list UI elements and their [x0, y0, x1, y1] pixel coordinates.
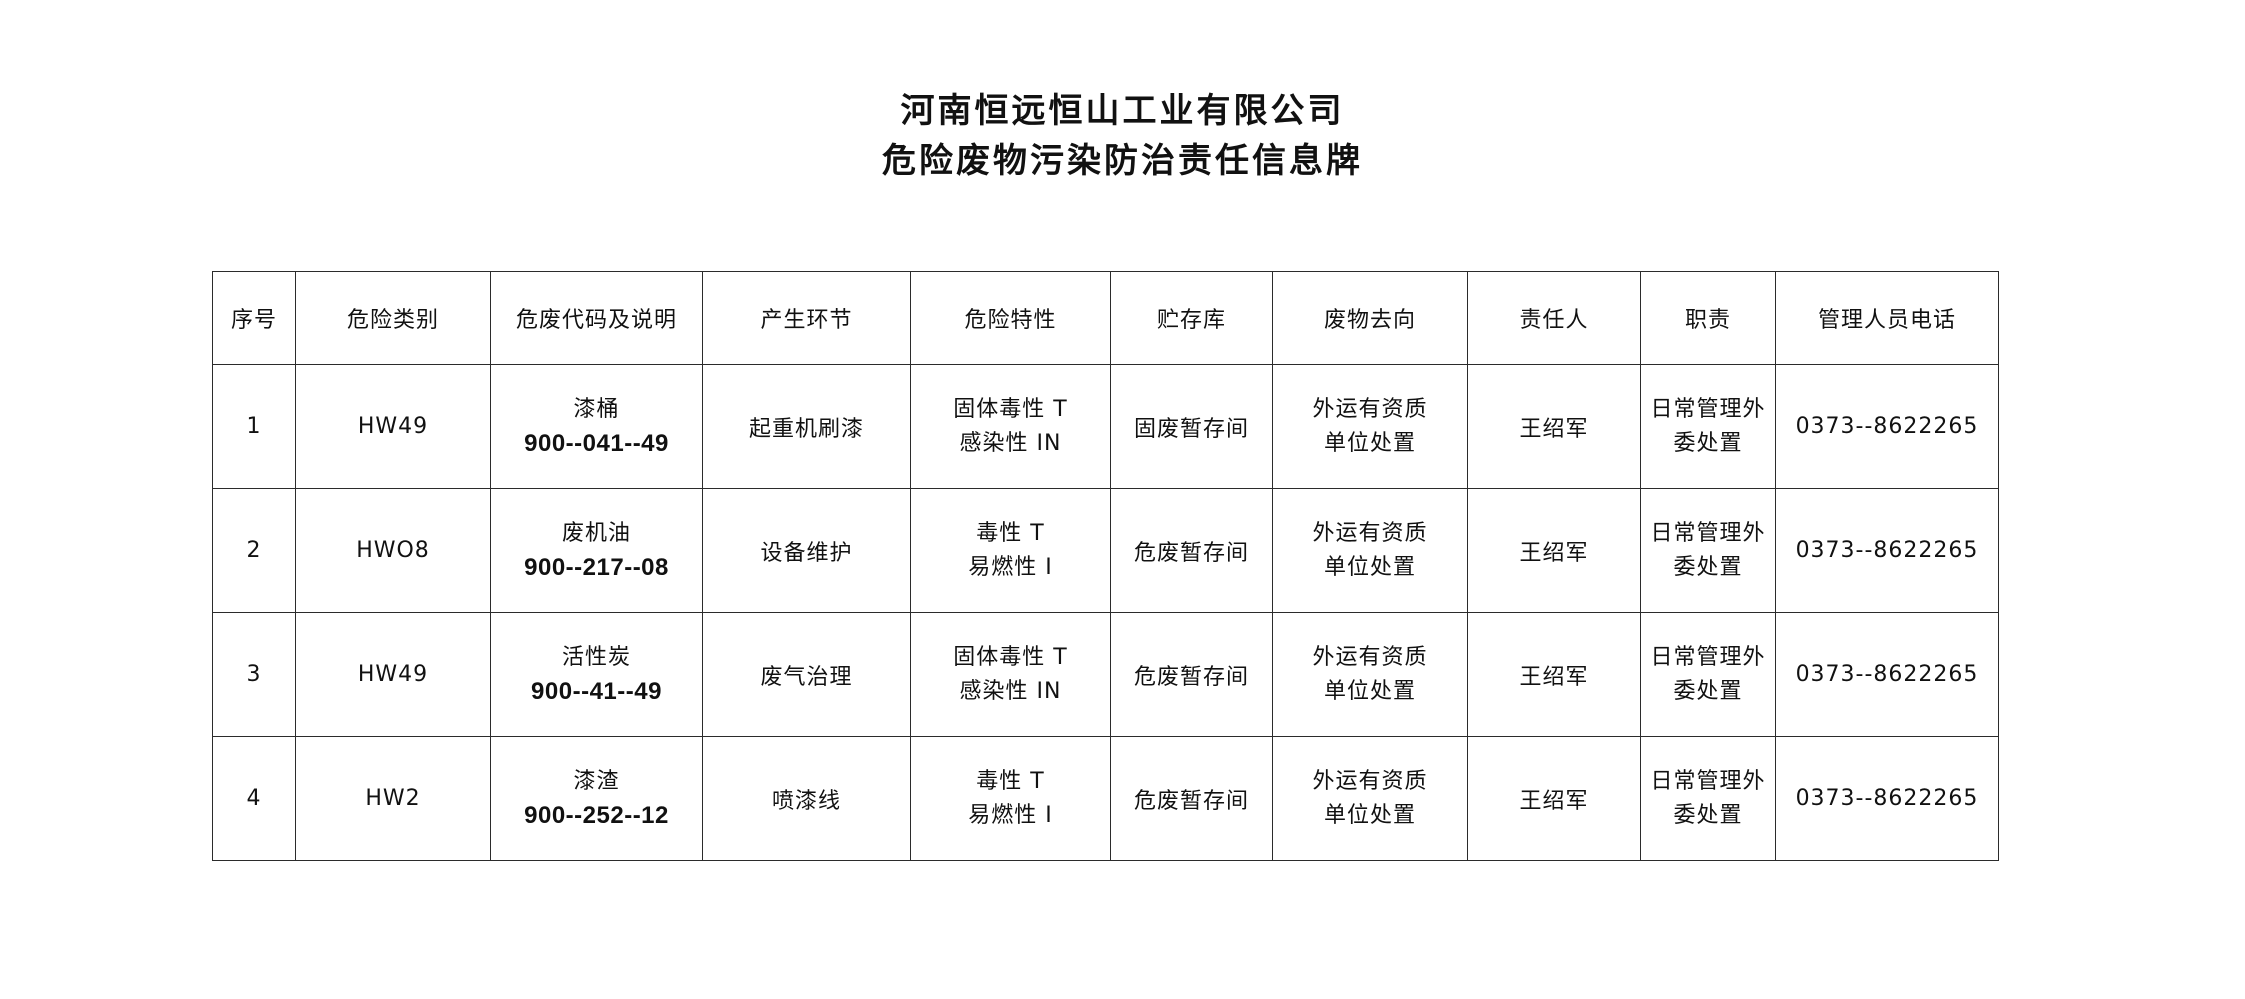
duty-line-1: 日常管理外 [1650, 768, 1766, 794]
cell-responsible-person: 王绍军 [1467, 364, 1641, 489]
table-row: 2 HWO8 废机油 900--217--08 设备维护 毒性 T 易燃性 I [212, 488, 1999, 613]
destination-line-1: 外运有资质 [1312, 644, 1428, 670]
table-row: 4 HW2 漆渣 900--252--12 喷漆线 毒性 T 易燃性 I [212, 736, 1999, 861]
cell-index: 3 [212, 612, 296, 737]
cell-responsible-person: 王绍军 [1467, 612, 1641, 737]
cell-stage: 设备维护 [702, 488, 911, 613]
cell-stage: 喷漆线 [702, 736, 911, 861]
cell-destination: 外运有资质 单位处置 [1272, 736, 1468, 861]
header-storage: 贮存库 [1110, 271, 1273, 365]
header-duty: 职责 [1640, 271, 1776, 365]
cell-manager-phone: 0373--8622265 [1775, 736, 1999, 861]
cell-duty: 日常管理外 委处置 [1640, 488, 1776, 613]
cell-stage: 废气治理 [702, 612, 911, 737]
waste-code-number: 900--41--49 [531, 677, 662, 705]
hazard-line-1: 毒性 T [976, 768, 1045, 794]
cell-destination: 外运有资质 单位处置 [1272, 488, 1468, 613]
cell-category: HW2 [295, 736, 491, 861]
board-subject-line: 危险废物污染防治责任信息牌 [882, 141, 1363, 181]
cell-hazard-property: 毒性 T 易燃性 I [910, 488, 1111, 613]
cell-duty: 日常管理外 委处置 [1640, 364, 1776, 489]
cell-index: 1 [212, 364, 296, 489]
cell-index: 2 [212, 488, 296, 613]
waste-code-name: 活性炭 [561, 644, 631, 670]
cell-hazard-property: 固体毒性 T 感染性 IN [910, 612, 1111, 737]
table-row: 1 HW49 漆桶 900--041--49 起重机刷漆 固体毒性 T 感染性 … [212, 364, 1999, 489]
cell-waste-code: 漆渣 900--252--12 [490, 736, 703, 861]
hazardous-waste-table: 序号 危险类别 危废代码及说明 产生环节 危险特性 贮存库 废物去向 责任人 职… [212, 271, 1999, 861]
cell-storage: 固废暂存间 [1110, 364, 1273, 489]
cell-duty: 日常管理外 委处置 [1640, 612, 1776, 737]
cell-waste-code: 活性炭 900--41--49 [490, 612, 703, 737]
header-index: 序号 [212, 271, 296, 365]
hazard-line-2: 感染性 IN [959, 430, 1062, 456]
header-waste-code: 危废代码及说明 [490, 271, 703, 365]
hazard-line-1: 固体毒性 T [953, 396, 1068, 422]
waste-code-number: 900--041--49 [524, 429, 669, 457]
waste-code-number: 900--252--12 [524, 801, 669, 829]
cell-storage: 危废暂存间 [1110, 488, 1273, 613]
cell-manager-phone: 0373--8622265 [1775, 612, 1999, 737]
waste-code-name: 废机油 [561, 520, 631, 546]
cell-storage: 危废暂存间 [1110, 736, 1273, 861]
hazard-line-2: 易燃性 I [968, 802, 1053, 828]
destination-line-1: 外运有资质 [1312, 396, 1428, 422]
duty-line-2: 委处置 [1673, 430, 1743, 456]
company-name-line: 河南恒远恒山工业有限公司 [900, 91, 1345, 131]
duty-line-2: 委处置 [1673, 678, 1743, 704]
hazardous-waste-table-wrapper: 序号 危险类别 危废代码及说明 产生环节 危险特性 贮存库 废物去向 责任人 职… [212, 271, 1999, 861]
cell-responsible-person: 王绍军 [1467, 736, 1641, 861]
table-row: 3 HW49 活性炭 900--41--49 废气治理 固体毒性 T 感染性 I… [212, 612, 1999, 737]
table-header-row: 序号 危险类别 危废代码及说明 产生环节 危险特性 贮存库 废物去向 责任人 职… [212, 271, 1999, 365]
cell-stage: 起重机刷漆 [702, 364, 911, 489]
duty-line-1: 日常管理外 [1650, 396, 1766, 422]
cell-manager-phone: 0373--8622265 [1775, 364, 1999, 489]
cell-destination: 外运有资质 单位处置 [1272, 364, 1468, 489]
cell-category: HW49 [295, 364, 491, 489]
cell-manager-phone: 0373--8622265 [1775, 488, 1999, 613]
header-destination: 废物去向 [1272, 271, 1468, 365]
hazard-line-2: 易燃性 I [968, 554, 1053, 580]
waste-code-name: 漆渣 [573, 768, 620, 794]
destination-line-2: 单位处置 [1323, 678, 1416, 704]
cell-responsible-person: 王绍军 [1467, 488, 1641, 613]
duty-line-2: 委处置 [1673, 554, 1743, 580]
duty-line-1: 日常管理外 [1650, 644, 1766, 670]
cell-hazard-property: 固体毒性 T 感染性 IN [910, 364, 1111, 489]
cell-index: 4 [212, 736, 296, 861]
cell-hazard-property: 毒性 T 易燃性 I [910, 736, 1111, 861]
hazard-line-1: 毒性 T [976, 520, 1045, 546]
header-manager-phone: 管理人员电话 [1775, 271, 1999, 365]
header-stage: 产生环节 [702, 271, 911, 365]
destination-line-2: 单位处置 [1323, 430, 1416, 456]
cell-waste-code: 漆桶 900--041--49 [490, 364, 703, 489]
duty-line-2: 委处置 [1673, 802, 1743, 828]
board-title: 河南恒远恒山工业有限公司 危险废物污染防治责任信息牌 [0, 88, 2245, 184]
cell-storage: 危废暂存间 [1110, 612, 1273, 737]
hazard-line-1: 固体毒性 T [953, 644, 1068, 670]
destination-line-1: 外运有资质 [1312, 520, 1428, 546]
hazard-line-2: 感染性 IN [959, 678, 1062, 704]
header-responsible-person: 责任人 [1467, 271, 1641, 365]
destination-line-2: 单位处置 [1323, 802, 1416, 828]
cell-destination: 外运有资质 单位处置 [1272, 612, 1468, 737]
waste-code-number: 900--217--08 [524, 553, 669, 581]
header-hazard-property: 危险特性 [910, 271, 1111, 365]
destination-line-2: 单位处置 [1323, 554, 1416, 580]
cell-category: HW49 [295, 612, 491, 737]
cell-waste-code: 废机油 900--217--08 [490, 488, 703, 613]
cell-duty: 日常管理外 委处置 [1640, 736, 1776, 861]
header-category: 危险类别 [295, 271, 491, 365]
cell-category: HWO8 [295, 488, 491, 613]
duty-line-1: 日常管理外 [1650, 520, 1766, 546]
destination-line-1: 外运有资质 [1312, 768, 1428, 794]
waste-code-name: 漆桶 [573, 396, 620, 422]
